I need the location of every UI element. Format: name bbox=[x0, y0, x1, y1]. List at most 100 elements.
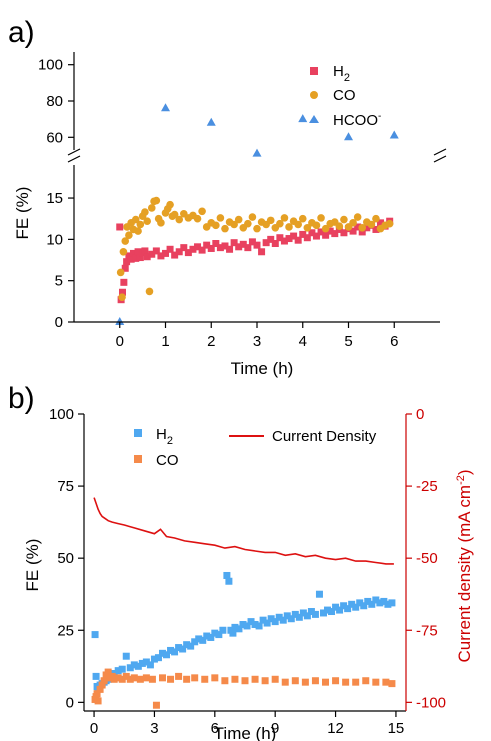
panel-b-x-label: Time (h) bbox=[214, 724, 277, 741]
panel-a-point-co bbox=[136, 220, 145, 229]
panel-b-x-tick-label: 3 bbox=[150, 720, 158, 737]
panel-b-h2-point bbox=[291, 610, 299, 618]
panel-a-point-hcoo bbox=[115, 317, 125, 325]
panel-b-y-label: FE (%) bbox=[23, 539, 42, 592]
panel-a-point-co bbox=[321, 224, 330, 233]
panel-b-x-tick-label: 12 bbox=[327, 720, 344, 737]
panel-a-point-h2 bbox=[129, 249, 137, 257]
legend-co-marker bbox=[310, 91, 318, 99]
panel-a-point-co bbox=[147, 204, 156, 212]
legend-h2-marker bbox=[310, 67, 318, 75]
panel-a-point-co bbox=[234, 215, 243, 224]
panel-a-point-co bbox=[372, 214, 380, 223]
legend-co-label: CO bbox=[156, 452, 179, 469]
panel-a-point-h2 bbox=[294, 236, 302, 244]
panel-a-point-co bbox=[349, 219, 357, 227]
panel-b-y-tick-label: 75 bbox=[57, 478, 74, 495]
panel-a-point-co bbox=[340, 215, 348, 224]
panel-b-h2-point bbox=[287, 615, 295, 623]
panel-b-h2-point bbox=[179, 645, 187, 653]
panel-b-x-tick-label: 6 bbox=[211, 720, 219, 737]
panel-a-point-h2 bbox=[354, 223, 362, 231]
panel-a-point-h2 bbox=[118, 288, 126, 296]
legend-h2-label: H2 bbox=[333, 63, 350, 84]
panel-b-h2-point bbox=[215, 631, 223, 639]
panel-b-h2-point bbox=[199, 636, 207, 644]
panel-a-point-h2 bbox=[141, 247, 149, 255]
panel-a-point-h2 bbox=[303, 234, 311, 242]
panel-a-point-co bbox=[119, 247, 128, 256]
panel-b-h2-point bbox=[183, 641, 191, 649]
panel-b-h2-point bbox=[352, 603, 360, 611]
panel-b-h2-point bbox=[167, 646, 175, 654]
panel-b-h2-point bbox=[307, 608, 315, 616]
panel-a-x-label: Time (h) bbox=[231, 359, 294, 378]
panel-b-co-point bbox=[322, 678, 329, 686]
panel-a-y-tick-label: 5 bbox=[55, 273, 63, 290]
panel-a-point-co bbox=[367, 220, 376, 229]
panel-b-h2-point bbox=[319, 609, 327, 617]
panel-a-point-h2 bbox=[143, 253, 151, 261]
panel-a-point-hcoo bbox=[344, 132, 353, 141]
panel-b-co-point bbox=[110, 675, 118, 683]
panel-b-h2-point bbox=[303, 612, 311, 620]
panel-a-point-h2 bbox=[198, 246, 206, 254]
panel-b-co-point bbox=[382, 678, 390, 686]
panel-a-point-co bbox=[221, 224, 229, 233]
panel-b-co-point bbox=[94, 697, 102, 705]
legend-h2-marker bbox=[134, 429, 142, 437]
panel-b-h2-point bbox=[219, 626, 227, 634]
panel-b-h2-point bbox=[380, 597, 388, 605]
panel-a-y-tick-label: 60 bbox=[46, 129, 63, 146]
panel-a-y-tick-label: 15 bbox=[46, 190, 63, 207]
panel-a-point-h2 bbox=[308, 229, 316, 237]
panel-a-point-co bbox=[170, 210, 179, 219]
panel-b-co-point bbox=[301, 678, 309, 686]
panel-b-h2-point bbox=[91, 631, 99, 639]
panel-b-h2-point bbox=[299, 609, 307, 617]
panel-b-h2-point bbox=[263, 619, 271, 627]
panel-b-h2-point bbox=[283, 612, 291, 620]
panel-a-point-co bbox=[118, 293, 126, 302]
panel-b-co-point bbox=[118, 675, 126, 683]
panel-b-y2-tick-label: -50 bbox=[416, 550, 438, 567]
panel-a-point-h2 bbox=[230, 239, 238, 247]
panel-b-h2-point bbox=[239, 620, 247, 628]
panel-b-co-point bbox=[221, 677, 229, 685]
panel-b-marks bbox=[91, 497, 396, 709]
panel-b-h2-point bbox=[336, 606, 344, 614]
panel-b-x-tick-label: 9 bbox=[271, 720, 279, 737]
panel-b-y2-tick-label: -75 bbox=[416, 622, 438, 639]
panel-a-point-co bbox=[312, 221, 321, 230]
panel-a-point-h2 bbox=[248, 238, 256, 246]
panel-a-point-h2 bbox=[276, 234, 284, 242]
panel-b-co-point bbox=[352, 678, 360, 686]
panel-a-point-co bbox=[193, 214, 202, 223]
panel-b-h2-point bbox=[122, 652, 130, 660]
panel-b-h2-point bbox=[171, 648, 179, 656]
panel-a-point-h2 bbox=[148, 250, 156, 258]
panel-b-h2-point bbox=[150, 655, 158, 663]
panel-b-co-point bbox=[388, 680, 396, 688]
panel-a-point-co bbox=[353, 213, 362, 221]
panel-a-point-h2 bbox=[372, 225, 380, 233]
panel-b-h2-point bbox=[271, 618, 279, 626]
panel-a-point-h2 bbox=[120, 278, 128, 286]
panel-a-point-h2 bbox=[207, 244, 215, 252]
panel-b-h2-point bbox=[92, 672, 100, 680]
panel-b-h2-point bbox=[146, 661, 154, 669]
panel-b-h2-point bbox=[247, 618, 255, 626]
panel-a-point-h2 bbox=[171, 251, 179, 259]
panel-b-co-point bbox=[93, 690, 101, 698]
panel-a-point-h2 bbox=[349, 227, 357, 235]
panel-b-h2-point bbox=[388, 599, 396, 607]
panel-b-h2-point bbox=[251, 620, 259, 628]
panel-a-point-h2 bbox=[340, 229, 348, 237]
panel-a-point-h2 bbox=[271, 240, 279, 247]
panel-b-x-tick-label: 0 bbox=[90, 720, 98, 737]
panel-b-h2-point bbox=[279, 616, 287, 624]
legend-hcoo-marker bbox=[309, 115, 319, 123]
panel-a-point-h2 bbox=[189, 245, 197, 253]
